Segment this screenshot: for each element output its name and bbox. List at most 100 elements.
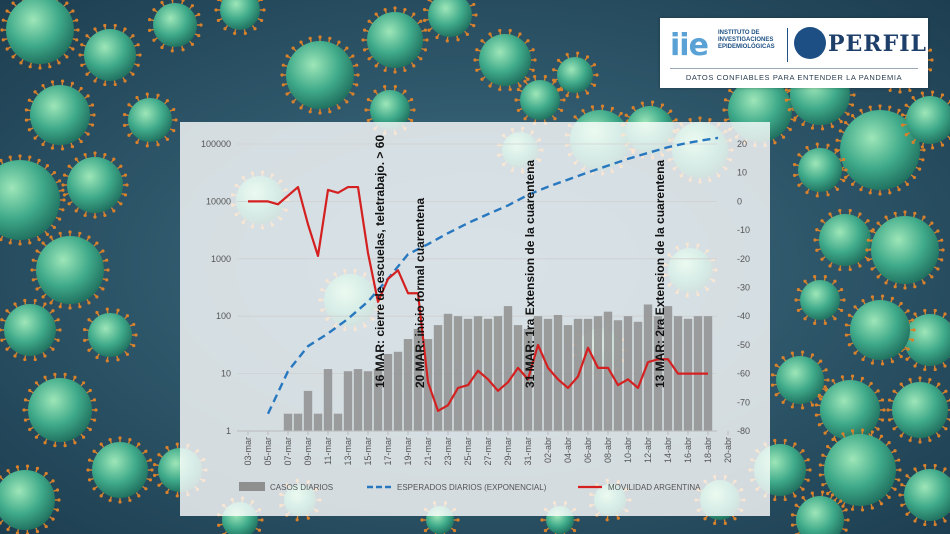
perfil-logo: PERFIL: [828, 31, 927, 57]
mobility-line: [248, 185, 708, 413]
x-tick-label: 20-abr: [723, 437, 733, 463]
daily-cases-bar: [513, 325, 523, 431]
daily-cases-bar: [593, 316, 603, 431]
legend: CASOS DIARIOS ESPERADOS DIARIOS (EXPONENC…: [239, 482, 701, 492]
x-tick-label: 23-mar: [443, 437, 453, 466]
virus-particle: [147, 0, 203, 53]
x-tick-label: 03-mar: [243, 437, 253, 466]
daily-cases-bar: [503, 306, 513, 431]
daily-cases-bar: [473, 316, 483, 431]
left-tick-label: 100: [216, 311, 231, 321]
virus-particle: [813, 208, 877, 272]
virus-particle: [818, 428, 902, 512]
daily-cases-bar: [533, 316, 543, 431]
virus-particle: [794, 275, 846, 325]
daily-cases-bar: [403, 339, 413, 431]
virus-particle: [82, 307, 138, 363]
iie-line-3: EPIDEMIOLÓGICAS: [718, 44, 775, 50]
virus-particle: [422, 0, 478, 43]
virus-particle: [552, 51, 599, 99]
x-tick-label: 08-abr: [603, 437, 613, 463]
virus-particle: [78, 23, 142, 87]
x-tick-label: 27-mar: [483, 437, 493, 466]
iie-logo: iie: [670, 28, 709, 63]
right-tick-label: 0: [737, 196, 742, 206]
virus-particle: [22, 372, 98, 448]
annotation-label: 16 MAR: cierre de escuelas, teletrabajo.…: [373, 135, 387, 388]
right-tick-label: -70: [737, 397, 750, 407]
iie-line-1: INSTITUTO DE: [718, 30, 760, 36]
daily-cases-bar: [613, 320, 623, 431]
virus-particle: [886, 376, 950, 444]
annotation-label: 31 MAR: 1ra Extension de la cuarentena: [523, 160, 537, 388]
perfil-globe-icon: [794, 27, 826, 59]
daily-cases-bar: [683, 318, 693, 431]
daily-cases-bar: [333, 413, 343, 431]
x-tick-label: 11-mar: [323, 437, 333, 465]
x-tick-label: 18-abr: [703, 437, 713, 463]
right-tick-label: -10: [737, 225, 750, 235]
daily-cases-bar: [623, 316, 633, 431]
virus-particle: [473, 28, 537, 92]
daily-cases-bar: [463, 318, 473, 431]
x-tick-label: 29-mar: [503, 437, 513, 466]
virus-particle: [865, 210, 945, 290]
virus-particle: [792, 142, 848, 198]
x-tick-label: 09-mar: [303, 437, 313, 466]
logo-divider: [670, 68, 918, 69]
left-tick-label: 1000: [211, 254, 231, 264]
daily-cases-bar: [343, 371, 353, 431]
virus-particle: [844, 294, 916, 366]
iie-logo-text: INSTITUTO DE INVESTIGACIONES EPIDEMIOLÓG…: [718, 30, 775, 51]
x-tick-label: 19-mar: [403, 437, 413, 466]
daily-cases-bar: [553, 314, 563, 431]
iie-line-2: INVESTIGACIONES: [718, 37, 774, 43]
virus-particle: [280, 35, 360, 115]
daily-cases-bar: [653, 316, 663, 431]
daily-cases-bar: [283, 413, 293, 431]
right-tick-label: 20: [737, 139, 747, 149]
expected-daily-line: [266, 136, 719, 415]
virus-particle: [361, 6, 429, 74]
legend-label-expected: ESPERADOS DIARIOS (EXPONENCIAL): [397, 483, 547, 492]
virus-particle: [30, 230, 110, 310]
daily-cases-bar: [443, 313, 453, 431]
daily-cases-bar: [583, 318, 593, 431]
right-tick-label: -40: [737, 311, 750, 321]
x-tick-label: 15-mar: [363, 437, 373, 466]
logo-banner: iie INSTITUTO DE INVESTIGACIONES EPIDEMI…: [660, 18, 928, 88]
left-tick-label: 10: [221, 369, 231, 379]
daily-cases-bar: [643, 304, 653, 431]
x-tick-label: 06-abr: [583, 437, 593, 463]
x-tick-label: 25-mar: [463, 437, 473, 466]
legend-label-cases: CASOS DIARIOS: [270, 483, 333, 492]
daily-cases-bar: [663, 306, 673, 431]
virus-particle: [514, 75, 566, 125]
right-tick-label: -80: [737, 426, 750, 436]
virus-particle: [898, 463, 950, 527]
daily-cases-bar: [303, 390, 313, 431]
x-tick-label: 16-abr: [683, 437, 693, 463]
daily-cases-bar: [373, 369, 383, 431]
virus-particle: [0, 464, 61, 534]
daily-cases-bar: [393, 351, 403, 431]
virus-particle: [61, 151, 129, 219]
daily-cases-bar: [603, 311, 613, 431]
daily-cases-bar: [293, 413, 303, 431]
annotation-label: 20 MAR: inicio formal cuarentena: [413, 198, 427, 388]
daily-cases-bar: [383, 353, 393, 431]
daily-cases-bar: [543, 318, 553, 431]
daily-cases-bar: [413, 328, 423, 431]
virus-particle: [0, 0, 80, 70]
legend-swatch-cases: [239, 482, 265, 491]
right-tick-label: -60: [737, 369, 750, 379]
virus-particle: [0, 298, 62, 362]
daily-cases-bar: [433, 325, 443, 431]
virus-particle: [24, 79, 96, 151]
x-tick-label: 12-abr: [643, 437, 653, 463]
virus-particle: [122, 92, 178, 148]
legend-label-mobility: MOVILIDAD ARGENTINA: [608, 483, 701, 492]
daily-cases-bar: [323, 369, 333, 431]
virus-particle: [814, 374, 886, 446]
